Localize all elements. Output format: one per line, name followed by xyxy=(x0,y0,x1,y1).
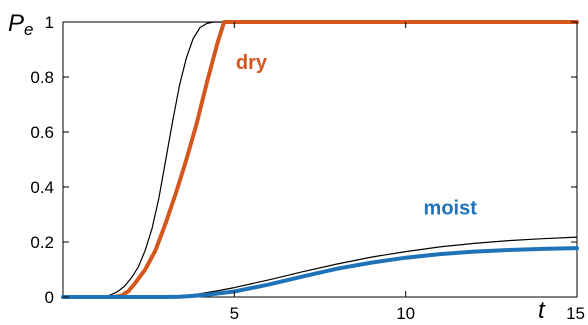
y-axis-title-subscript: e xyxy=(24,20,33,39)
x-axis-title: t xyxy=(538,297,546,324)
x-tick-label-1: 10 xyxy=(396,304,415,323)
annotations: dry moist xyxy=(236,52,477,220)
plot-border xyxy=(62,21,578,298)
y-tick-label-1: 0.2 xyxy=(30,233,54,252)
curves xyxy=(61,20,579,299)
y-axis-title: Pe xyxy=(8,10,33,39)
plot-frame xyxy=(62,21,578,298)
y-tick-label-5: 1 xyxy=(45,13,54,32)
y-tick-label-3: 0.6 xyxy=(30,123,54,142)
series-line-0 xyxy=(62,21,578,298)
annotation-moist: moist xyxy=(424,198,478,220)
annotation-dry: dry xyxy=(236,52,268,74)
ticks: 00.20.40.60.815 10 15 xyxy=(30,13,585,323)
y-tick-label-2: 0.4 xyxy=(30,178,54,197)
x-tick-label-2: 15 xyxy=(566,304,585,323)
x-tick-label-0: 5 xyxy=(230,304,239,323)
series-line-3 xyxy=(61,246,579,299)
y-axis-title-main: P xyxy=(8,10,24,37)
labels: Pe t xyxy=(8,10,546,324)
y-tick-label-4: 0.8 xyxy=(30,68,54,87)
series-line-1 xyxy=(61,20,579,299)
y-tick-label-0: 0 xyxy=(45,288,54,307)
series-line-2 xyxy=(62,236,578,298)
